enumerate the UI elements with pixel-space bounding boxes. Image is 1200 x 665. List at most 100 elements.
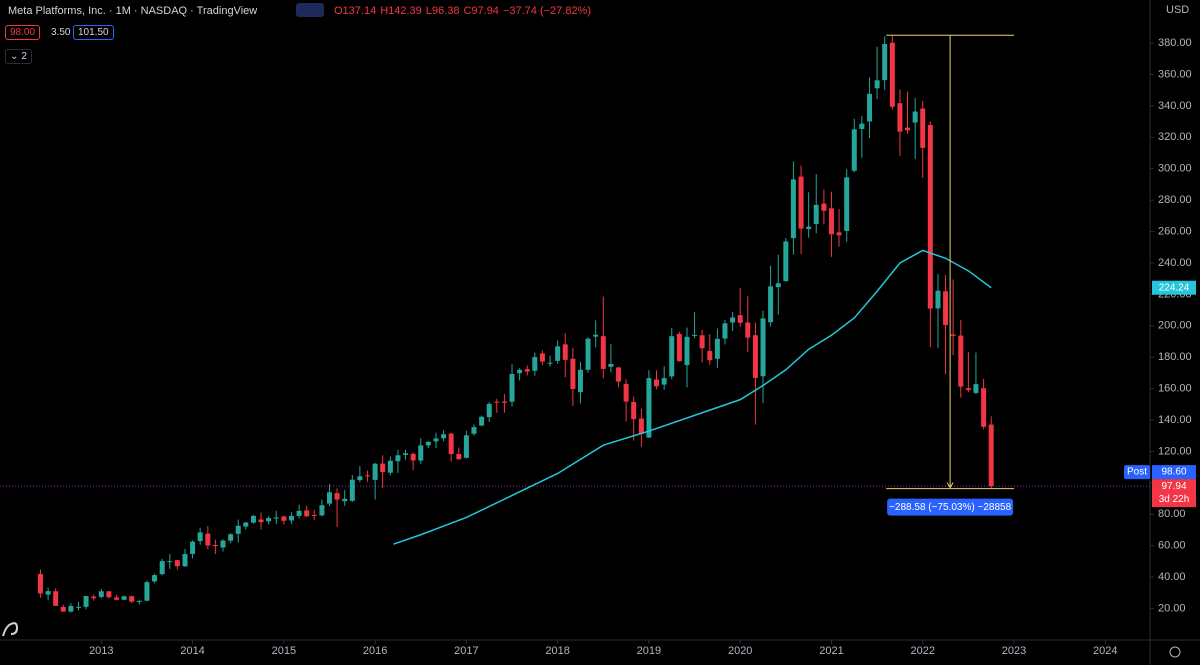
candle-body <box>60 607 66 612</box>
candle-body <box>174 560 180 567</box>
y-tick-label: 380.00 <box>1158 37 1192 49</box>
candle-body <box>555 346 561 361</box>
candle-body <box>943 291 949 326</box>
logo[interactable] <box>2 622 19 637</box>
candle-body <box>676 333 682 362</box>
status-icons[interactable] <box>296 3 324 17</box>
x-tick-label: 2023 <box>1002 645 1026 657</box>
candle-body <box>654 379 660 387</box>
x-tick-label: 2014 <box>180 645 204 657</box>
candle-body <box>349 479 355 501</box>
currency: USD <box>1166 4 1189 16</box>
y-tick-label: 80.00 <box>1158 508 1186 520</box>
candle-body <box>266 517 272 522</box>
candle-body <box>631 402 637 420</box>
bid-price[interactable]: 98.00 <box>5 25 41 40</box>
candle-body <box>524 369 530 372</box>
spread: 3.50 <box>51 27 71 38</box>
candle-body <box>661 378 667 385</box>
x-tick-label: 2018 <box>545 645 569 657</box>
candle-body <box>593 334 599 337</box>
candle-body <box>836 232 842 236</box>
chevron: ⌄ <box>10 51 19 62</box>
candle-body <box>98 591 104 597</box>
candle-body <box>68 605 74 612</box>
candle-body <box>745 322 751 338</box>
candle-body <box>889 42 895 107</box>
candle-body <box>547 362 553 364</box>
candle-body <box>75 606 81 608</box>
candle-body <box>456 454 462 460</box>
post-tag: Post <box>1127 467 1147 478</box>
y-tick-label: 300.00 <box>1158 163 1192 175</box>
candle-body <box>958 335 964 387</box>
candle-body <box>395 455 401 462</box>
candle-body <box>372 463 378 480</box>
last-price-box <box>1152 479 1196 508</box>
candle-body <box>783 241 789 282</box>
candle-body <box>904 127 910 131</box>
y-tick-label: 140.00 <box>1158 414 1192 426</box>
candle-body <box>281 516 287 521</box>
candle-body <box>91 596 97 599</box>
indicators-toggle[interactable]: ⌄ 2 <box>5 49 32 64</box>
candle-body <box>212 544 218 547</box>
y-tick-label: 260.00 <box>1158 225 1192 237</box>
candle-body <box>357 476 363 481</box>
candle-body <box>319 505 325 516</box>
candle-body <box>159 561 165 575</box>
y-tick-label: 240.00 <box>1158 257 1192 269</box>
candle-body <box>441 434 447 439</box>
candle-body <box>250 515 256 523</box>
candle-body <box>539 353 545 362</box>
x-tick-label: 2019 <box>637 645 661 657</box>
measure-box <box>887 498 1014 516</box>
candle-body <box>577 369 583 393</box>
candle-body <box>562 344 568 360</box>
candle-body <box>509 374 515 402</box>
candle-body <box>37 574 43 594</box>
candle-body <box>585 338 591 370</box>
candle-body <box>326 492 332 504</box>
y-tick-label: 200.00 <box>1158 320 1192 332</box>
ohlc-value: O137.14 <box>334 5 377 17</box>
candle-body <box>973 384 979 393</box>
candle-body <box>760 318 766 377</box>
y-tick-label: 40.00 <box>1158 571 1186 583</box>
candle-body <box>106 591 112 598</box>
candle-body <box>167 561 173 563</box>
candle-body <box>418 445 424 461</box>
candle-body <box>684 336 690 366</box>
ask-price[interactable]: 101.50 <box>73 25 114 40</box>
x-tick-label: 2020 <box>728 645 752 657</box>
candle-body <box>790 179 796 239</box>
y-tick-label: 180.00 <box>1158 351 1192 363</box>
x-tick-label: 2022 <box>910 645 934 657</box>
candle-body <box>410 453 416 461</box>
ohlc-value: L96.38 <box>425 5 460 17</box>
y-tick-label: 120.00 <box>1158 445 1192 457</box>
ma-price-tag-box <box>1152 280 1196 295</box>
candle-body <box>532 357 538 371</box>
candle-body <box>448 433 454 455</box>
x-tick-label: 2013 <box>89 645 113 657</box>
candle-body <box>273 517 279 519</box>
ohlc-value: C97.94 <box>463 5 499 17</box>
candle-body <box>692 334 698 336</box>
indicator-count: 2 <box>21 51 27 62</box>
candle-body <box>243 522 249 527</box>
candle-body <box>935 290 941 309</box>
measure-label: −288.58 (−75.03%) −28858 <box>889 502 1011 513</box>
candle-body <box>288 515 294 521</box>
candle-body <box>806 226 812 230</box>
candle-body <box>501 401 507 403</box>
settings-icon[interactable] <box>1169 646 1181 658</box>
candle-body <box>144 582 150 601</box>
candle-body <box>988 424 994 487</box>
symbol-title: Meta Platforms, Inc. · 1M · NASDAQ · Tra… <box>8 5 258 17</box>
candle-body <box>296 510 302 516</box>
candle-body <box>950 334 956 336</box>
x-tick-label: 2021 <box>819 645 843 657</box>
post-price-tag-box <box>1152 465 1196 480</box>
